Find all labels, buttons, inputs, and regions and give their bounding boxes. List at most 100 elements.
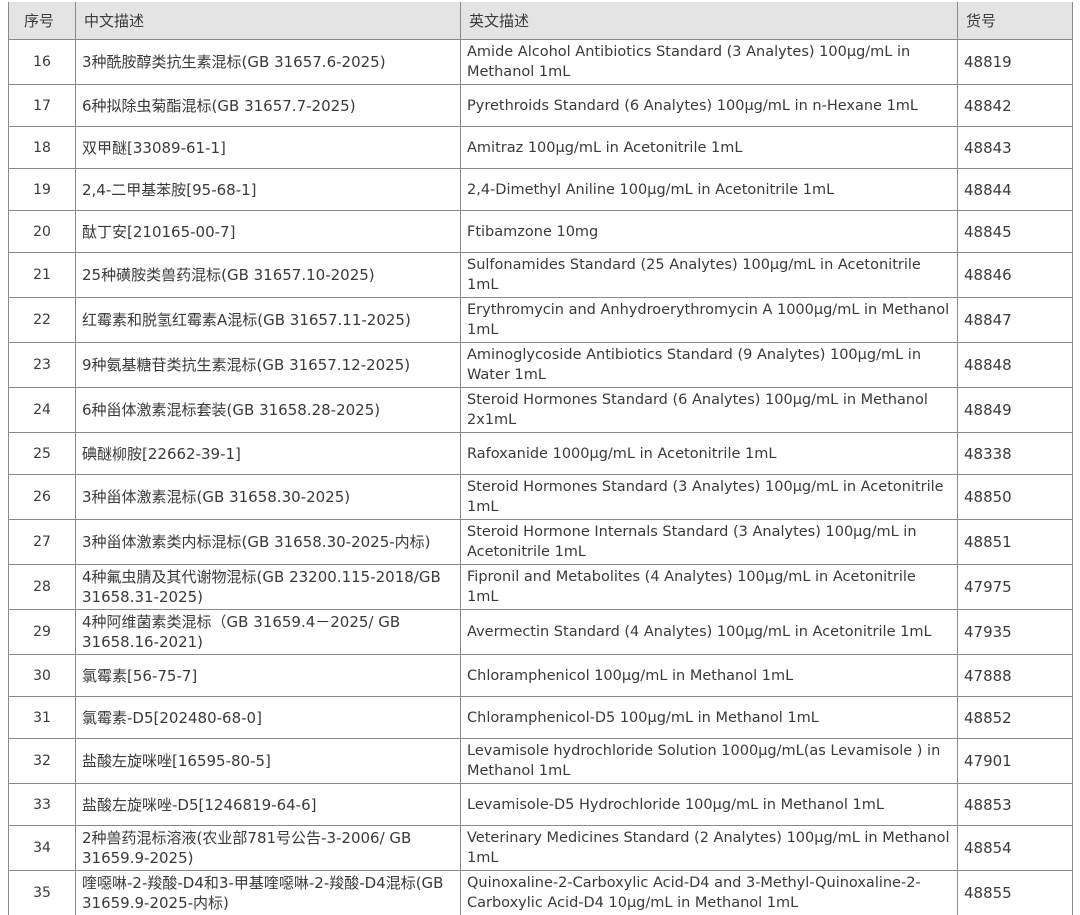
cell-serial-no: 28: [8, 564, 76, 610]
cell-chinese-description: 4种阿维菌素类混标（GB 31659.4－2025/ GB 31658.16-2…: [75, 609, 461, 655]
table-row: 24 6种甾体激素混标套装(GB 31658.28-2025) Steroid Ho…: [8, 387, 1073, 433]
cell-serial-no: 16: [8, 39, 76, 85]
table-row: 30 氯霉素[56-75-7] Chloramphenicol 100μg/mL i…: [8, 654, 1073, 697]
table-row: 21 25种磺胺类兽药混标(GB 31657.10-2025) Sulfonamid…: [8, 252, 1073, 298]
cell-chinese-description: 盐酸左旋咪唑[16595-80-5]: [75, 738, 461, 784]
table-row: 32 盐酸左旋咪唑[16595-80-5] Levamisole hydrochlo…: [8, 738, 1073, 784]
cell-catalog-number: 47888: [957, 654, 1073, 697]
table-row: 16 3种酰胺醇类抗生素混标(GB 31657.6-2025) Amide Alco…: [8, 39, 1073, 85]
cell-english-description: Pyrethroids Standard (6 Analytes) 100μg/…: [460, 84, 958, 127]
catalog-table: 序号 中文描述 英文描述 货号 16 3种酰胺醇类抗生素混标(GB 31657.6…: [8, 2, 1073, 915]
cell-catalog-number: 47935: [957, 609, 1073, 655]
table-row: 33 盐酸左旋咪唑-D5[1246819-64-6] Levamisole-D5 H…: [8, 783, 1073, 826]
cell-catalog-number: 48819: [957, 39, 1073, 85]
cell-chinese-description: 红霉素和脱氢红霉素A混标(GB 31657.11-2025): [75, 297, 461, 343]
cell-serial-no: 33: [8, 783, 76, 826]
cell-serial-no: 21: [8, 252, 76, 298]
table-row: 23 9种氨基糖苷类抗生素混标(GB 31657.12-2025) Aminogly…: [8, 342, 1073, 388]
cell-catalog-number: 48843: [957, 126, 1073, 169]
cell-serial-no: 31: [8, 696, 76, 739]
cell-chinese-description: 氯霉素-D5[202480-68-0]: [75, 696, 461, 739]
table-row: 17 6种拟除虫菊酯混标(GB 31657.7-2025) Pyrethroids …: [8, 84, 1073, 127]
cell-catalog-number: 48848: [957, 342, 1073, 388]
table-row: 27 3种甾体激素类内标混标(GB 31658.30-2025-内标) Steroi…: [8, 519, 1073, 565]
cell-english-description: Steroid Hormone Internals Standard (3 An…: [460, 519, 958, 565]
cell-catalog-number: 47901: [957, 738, 1073, 784]
cell-chinese-description: 25种磺胺类兽药混标(GB 31657.10-2025): [75, 252, 461, 298]
cell-english-description: Quinoxaline-2-Carboxylic Acid-D4 and 3-M…: [460, 870, 958, 915]
cell-english-description: Aminoglycoside Antibiotics Standard (9 A…: [460, 342, 958, 388]
cell-serial-no: 29: [8, 609, 76, 655]
cell-chinese-description: 4种氟虫腈及其代谢物混标(GB 23200.115-2018/GB 31658.…: [75, 564, 461, 610]
cell-catalog-number: 48854: [957, 825, 1073, 871]
cell-serial-no: 27: [8, 519, 76, 565]
cell-english-description: Steroid Hormones Standard (6 Analytes) 1…: [460, 387, 958, 433]
cell-chinese-description: 3种酰胺醇类抗生素混标(GB 31657.6-2025): [75, 39, 461, 85]
cell-serial-no: 24: [8, 387, 76, 433]
table-body: 16 3种酰胺醇类抗生素混标(GB 31657.6-2025) Amide Alco…: [8, 39, 1073, 915]
table-header: 序号 中文描述 英文描述 货号: [8, 2, 1073, 40]
header-cell-chinese-description: 中文描述: [75, 2, 461, 40]
table-row: 26 3种甾体激素混标(GB 31658.30-2025) Steroid Hor…: [8, 474, 1073, 520]
table-row: 31 氯霉素-D5[202480-68-0] Chloramphenicol-D5 …: [8, 696, 1073, 739]
cell-english-description: Chloramphenicol 100μg/mL in Methanol 1mL: [460, 654, 958, 697]
cell-english-description: Ftibamzone 10mg: [460, 210, 958, 253]
cell-english-description: Fipronil and Metabolites (4 Analytes) 10…: [460, 564, 958, 610]
cell-english-description: Steroid Hormones Standard (3 Analytes) 1…: [460, 474, 958, 520]
cell-chinese-description: 3种甾体激素混标(GB 31658.30-2025): [75, 474, 461, 520]
cell-chinese-description: 9种氨基糖苷类抗生素混标(GB 31657.12-2025): [75, 342, 461, 388]
cell-chinese-description: 6种拟除虫菊酯混标(GB 31657.7-2025): [75, 84, 461, 127]
cell-english-description: Amitraz 100μg/mL in Acetonitrile 1mL: [460, 126, 958, 169]
cell-catalog-number: 48851: [957, 519, 1073, 565]
header-cell-no: 序号: [8, 2, 76, 40]
cell-serial-no: 17: [8, 84, 76, 127]
cell-serial-no: 22: [8, 297, 76, 343]
cell-catalog-number: 48853: [957, 783, 1073, 826]
cell-serial-no: 25: [8, 432, 76, 475]
cell-catalog-number: 48852: [957, 696, 1073, 739]
cell-serial-no: 35: [8, 870, 76, 915]
table-row: 35 喹噁啉-2-羧酸-D4和3-甲基喹噁啉-2-羧酸-D4混标(GB 31659…: [8, 870, 1073, 915]
cell-chinese-description: 2种兽药混标溶液(农业部781号公告-3-2006/ GB 31659.9-20…: [75, 825, 461, 871]
cell-serial-no: 34: [8, 825, 76, 871]
cell-english-description: 2,4-Dimethyl Aniline 100μg/mL in Acetoni…: [460, 168, 958, 211]
cell-english-description: Amide Alcohol Antibiotics Standard (3 An…: [460, 39, 958, 85]
cell-chinese-description: 酞丁安[210165-00-7]: [75, 210, 461, 253]
cell-catalog-number: 48842: [957, 84, 1073, 127]
cell-english-description: Rafoxanide 1000μg/mL in Acetonitrile 1mL: [460, 432, 958, 475]
cell-serial-no: 23: [8, 342, 76, 388]
cell-catalog-number: 48846: [957, 252, 1073, 298]
cell-serial-no: 32: [8, 738, 76, 784]
table-row: 25 碘醚柳胺[22662-39-1] Rafoxanide 1000μg/mL i…: [8, 432, 1073, 475]
cell-serial-no: 18: [8, 126, 76, 169]
cell-chinese-description: 双甲醚[33089-61-1]: [75, 126, 461, 169]
cell-chinese-description: 6种甾体激素混标套装(GB 31658.28-2025): [75, 387, 461, 433]
table-row: 22 红霉素和脱氢红霉素A混标(GB 31657.11-2025) Erythrom…: [8, 297, 1073, 343]
table-row: 34 2种兽药混标溶液(农业部781号公告-3-2006/ GB 31659.9-…: [8, 825, 1073, 871]
header-cell-english-description: 英文描述: [460, 2, 958, 40]
table-row: 29 4种阿维菌素类混标（GB 31659.4－2025/ GB 31658.16…: [8, 609, 1073, 655]
cell-catalog-number: 48847: [957, 297, 1073, 343]
cell-serial-no: 20: [8, 210, 76, 253]
cell-serial-no: 19: [8, 168, 76, 211]
cell-serial-no: 30: [8, 654, 76, 697]
cell-chinese-description: 2,4-二甲基苯胺[95-68-1]: [75, 168, 461, 211]
table-row: 20 酞丁安[210165-00-7] Ftibamzone 10mg 48845: [8, 210, 1073, 253]
cell-english-description: Sulfonamides Standard (25 Analytes) 100μ…: [460, 252, 958, 298]
cell-english-description: Erythromycin and Anhydroerythromycin A 1…: [460, 297, 958, 343]
cell-catalog-number: 47975: [957, 564, 1073, 610]
cell-english-description: Avermectin Standard (4 Analytes) 100μg/m…: [460, 609, 958, 655]
header-cell-catalog-number: 货号: [957, 2, 1073, 40]
cell-catalog-number: 48338: [957, 432, 1073, 475]
cell-serial-no: 26: [8, 474, 76, 520]
table-row: 28 4种氟虫腈及其代谢物混标(GB 23200.115-2018/GB 3165…: [8, 564, 1073, 610]
header-row: 序号 中文描述 英文描述 货号: [8, 2, 1073, 40]
cell-catalog-number: 48850: [957, 474, 1073, 520]
cell-chinese-description: 碘醚柳胺[22662-39-1]: [75, 432, 461, 475]
cell-catalog-number: 48849: [957, 387, 1073, 433]
cell-chinese-description: 喹噁啉-2-羧酸-D4和3-甲基喹噁啉-2-羧酸-D4混标(GB 31659.9…: [75, 870, 461, 915]
cell-english-description: Chloramphenicol-D5 100μg/mL in Methanol …: [460, 696, 958, 739]
cell-catalog-number: 48855: [957, 870, 1073, 915]
cell-catalog-number: 48844: [957, 168, 1073, 211]
